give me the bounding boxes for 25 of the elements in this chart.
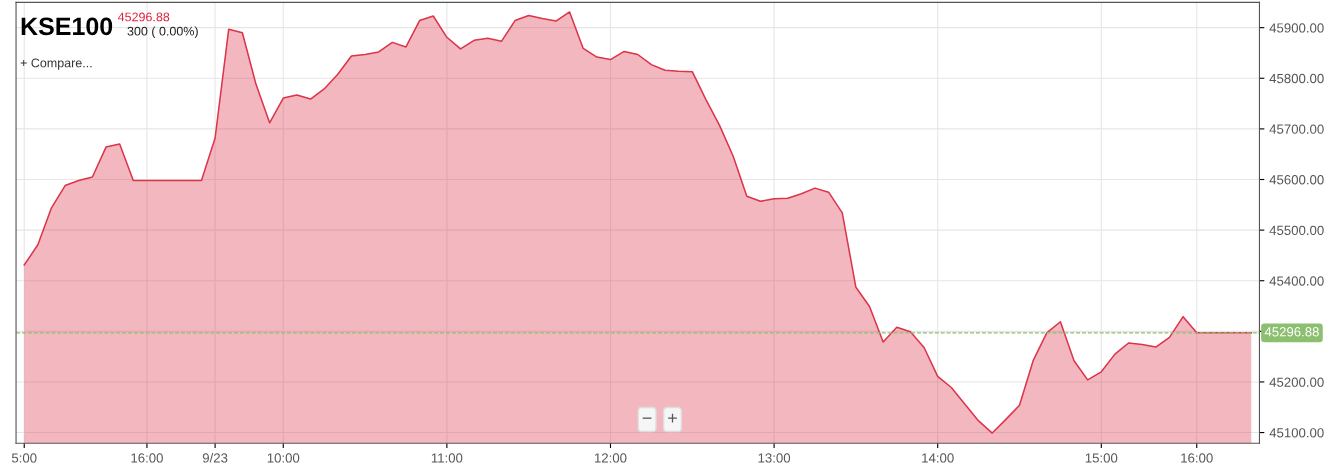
x-tick-label: 15:00 xyxy=(1085,453,1118,463)
y-tick-label: 45800.00 xyxy=(1269,73,1324,84)
annotation: − xyxy=(642,417,652,419)
y-tick-label: 45400.00 xyxy=(1269,276,1324,286)
annotation: + xyxy=(668,413,677,423)
x-tick-label: 16:00 xyxy=(1181,453,1213,463)
y-tick-label: 45700.00 xyxy=(1269,124,1324,134)
y-tick-label: 45200.00 xyxy=(1269,377,1324,387)
ref-line-label: 45296.88 xyxy=(1264,327,1319,337)
x-tick-label: 11:00 xyxy=(431,453,463,463)
x-tick-label: 16:00 xyxy=(131,453,163,463)
annotation: + Compare... xyxy=(20,58,92,70)
x-tick-label: 12:00 xyxy=(594,453,627,463)
y-tick-label: 45600.00 xyxy=(1269,175,1324,185)
y-tick-label: 45900.00 xyxy=(1269,23,1324,33)
x-tick-label: 14:00 xyxy=(922,453,954,463)
annotation: 45296.88 xyxy=(117,12,170,22)
x-tick-label: 9/23 xyxy=(202,452,228,463)
x-tick-label: 13:00 xyxy=(758,453,791,463)
y-tick-label: 45100.00 xyxy=(1269,428,1324,438)
chart-title: KSE100 xyxy=(21,17,113,36)
annotation: 300 ( 0.00%) xyxy=(127,26,198,39)
x-tick-label: 5:00 xyxy=(11,453,37,463)
y-tick-label: 45500.00 xyxy=(1269,225,1324,236)
x-tick-label: 10:00 xyxy=(267,453,300,463)
